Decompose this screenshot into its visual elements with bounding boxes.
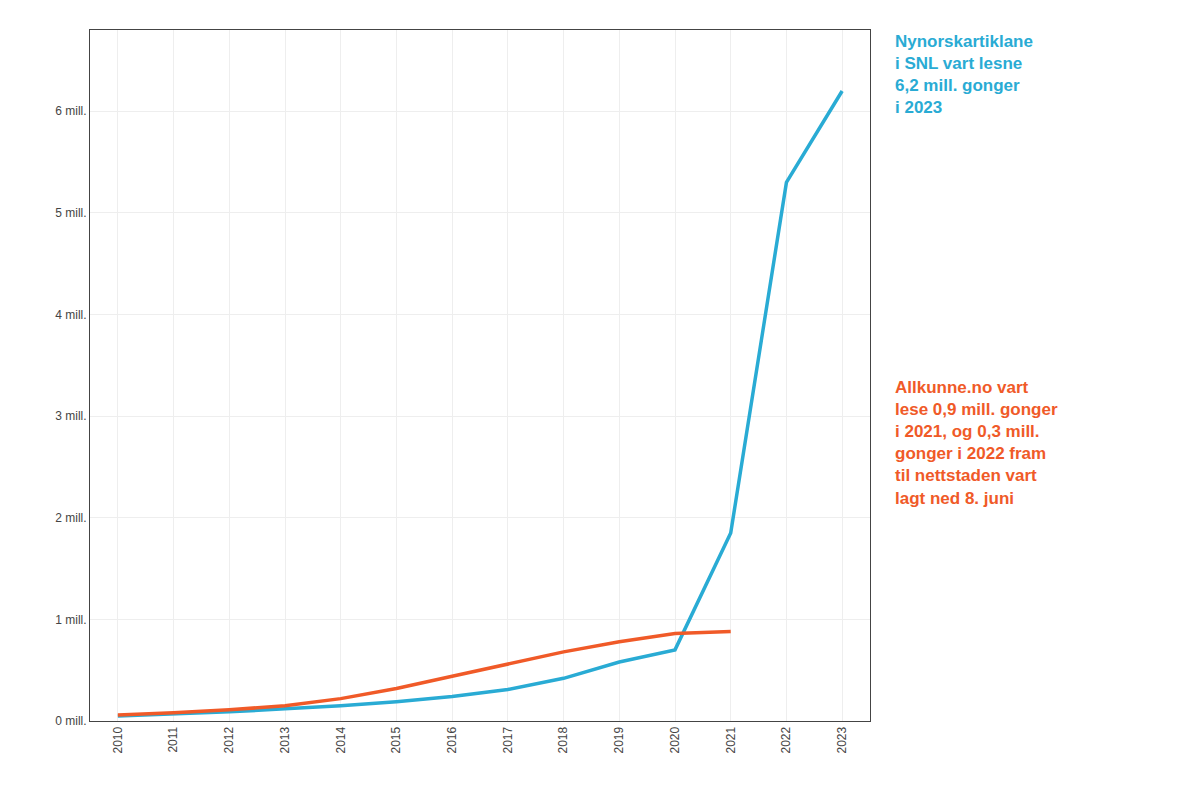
svg-text:2023: 2023: [835, 726, 849, 753]
svg-text:2019: 2019: [612, 726, 626, 753]
svg-text:4 mill.: 4 mill.: [55, 308, 86, 322]
svg-text:2015: 2015: [389, 726, 403, 753]
svg-text:0 mill.: 0 mill.: [55, 714, 86, 728]
svg-text:2017: 2017: [501, 726, 515, 753]
svg-text:2018: 2018: [556, 726, 570, 753]
svg-text:2012: 2012: [222, 726, 236, 753]
svg-text:3 mill.: 3 mill.: [55, 409, 86, 423]
svg-text:2016: 2016: [445, 726, 459, 753]
svg-text:Nynorskartiklanei SNL vart les: Nynorskartiklanei SNL vart lesne6,2 mill…: [895, 32, 1033, 117]
svg-text:2010: 2010: [111, 726, 125, 753]
svg-text:2021: 2021: [724, 726, 738, 753]
svg-text:2022: 2022: [779, 726, 793, 753]
svg-text:6 mill.: 6 mill.: [55, 104, 86, 118]
svg-text:1 mill.: 1 mill.: [55, 613, 86, 627]
svg-text:2020: 2020: [668, 726, 682, 753]
svg-text:2011: 2011: [166, 726, 180, 752]
svg-text:2014: 2014: [334, 726, 348, 753]
svg-text:Allkunne.no vartlese 0,9 mill.: Allkunne.no vartlese 0,9 mill. gongeri 2…: [895, 378, 1058, 508]
svg-text:2 mill.: 2 mill.: [55, 511, 86, 525]
svg-text:5 mill.: 5 mill.: [55, 206, 86, 220]
svg-text:2013: 2013: [278, 726, 292, 753]
